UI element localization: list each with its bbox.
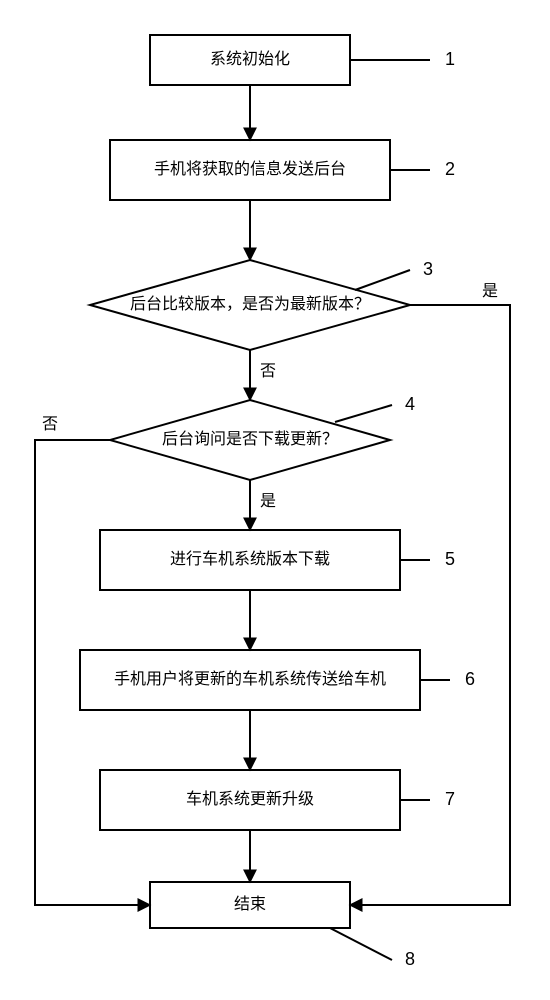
node-n6: 手机用户将更新的车机系统传送给车机 [80,650,420,710]
ref-number: 1 [445,49,455,69]
edge-label: 是 [260,493,276,510]
ref-number: 8 [405,949,415,969]
node-n3: 后台比较版本，是否为最新版本？ [90,260,410,350]
ref-number: 2 [445,159,455,179]
node-n2: 手机将获取的信息发送后台 [110,140,390,200]
node-n5: 进行车机系统版本下载 [100,530,400,590]
node-n4: 后台询问是否下载更新？ [110,400,390,480]
edge-label: 是 [482,283,498,300]
node-label: 系统初始化 [210,50,290,68]
node-label: 手机用户将更新的车机系统传送给车机 [114,670,386,688]
node-n1: 系统初始化 [150,35,350,85]
flowchart: 系统初始化手机将获取的信息发送后台后台比较版本，是否为最新版本？ 后台询问是否下载… [0,0,550,1000]
node-label: 进行车机系统版本下载 [170,550,330,568]
node-label: 结束 [234,895,266,913]
edge-label: 否 [260,363,276,380]
node-n8: 结束 [150,882,350,928]
node-label: 后台比较版本，是否为最新版本？ [130,295,370,313]
edge-label: 否 [42,416,58,433]
node-label: 手机将获取的信息发送后台 [154,160,346,178]
ref-number: 5 [445,549,455,569]
ref-number: 7 [445,789,455,809]
ref-number: 3 [423,259,433,279]
node-label: 车机系统更新升级 [186,790,314,808]
node-n7: 车机系统更新升级 [100,770,400,830]
node-label: 后台询问是否下载更新？ [162,430,338,448]
ref-number: 6 [465,669,475,689]
ref-number: 4 [405,394,415,414]
